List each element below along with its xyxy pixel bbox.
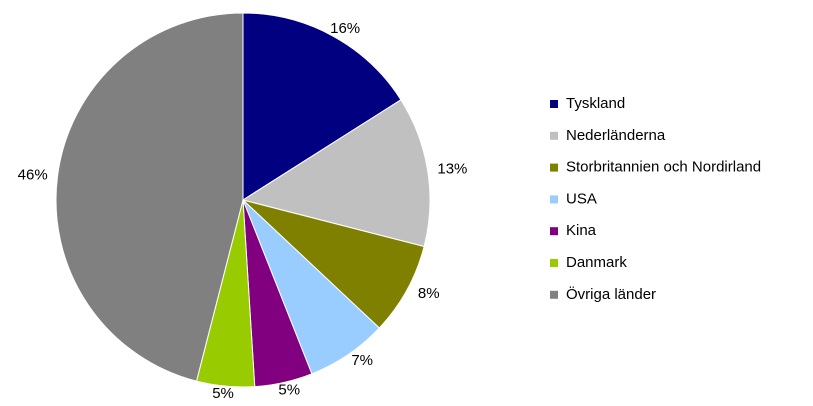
- legend-swatch: [550, 259, 558, 267]
- data-label: 5%: [278, 381, 300, 398]
- legend-label: Nederländerna: [566, 127, 666, 144]
- legend-swatch: [550, 163, 558, 172]
- legend-label: Kina: [566, 222, 597, 239]
- data-label: 7%: [351, 352, 373, 369]
- data-label: 13%: [437, 160, 467, 177]
- pie-slice: [242, 199, 425, 329]
- legend-swatch: [550, 100, 558, 108]
- legend-label: Tyskland: [566, 95, 625, 112]
- legend-label: Storbritannien och Nordirland: [566, 159, 761, 176]
- legend-swatch: [550, 131, 558, 140]
- legend-swatch: [550, 227, 558, 236]
- legend-label: USA: [566, 190, 597, 207]
- legend-label: Danmark: [566, 254, 627, 271]
- legend-swatch: [550, 195, 558, 204]
- legend-label: Övriga länder: [566, 285, 656, 303]
- pie-slice: [55, 12, 244, 382]
- data-label: 5%: [212, 385, 234, 402]
- pie-slice: [241, 99, 431, 248]
- data-label: 16%: [330, 20, 360, 37]
- pie-slice: [242, 12, 402, 201]
- data-label: 8%: [418, 285, 440, 302]
- legend-swatch: [550, 290, 558, 299]
- data-label: 46%: [18, 167, 48, 184]
